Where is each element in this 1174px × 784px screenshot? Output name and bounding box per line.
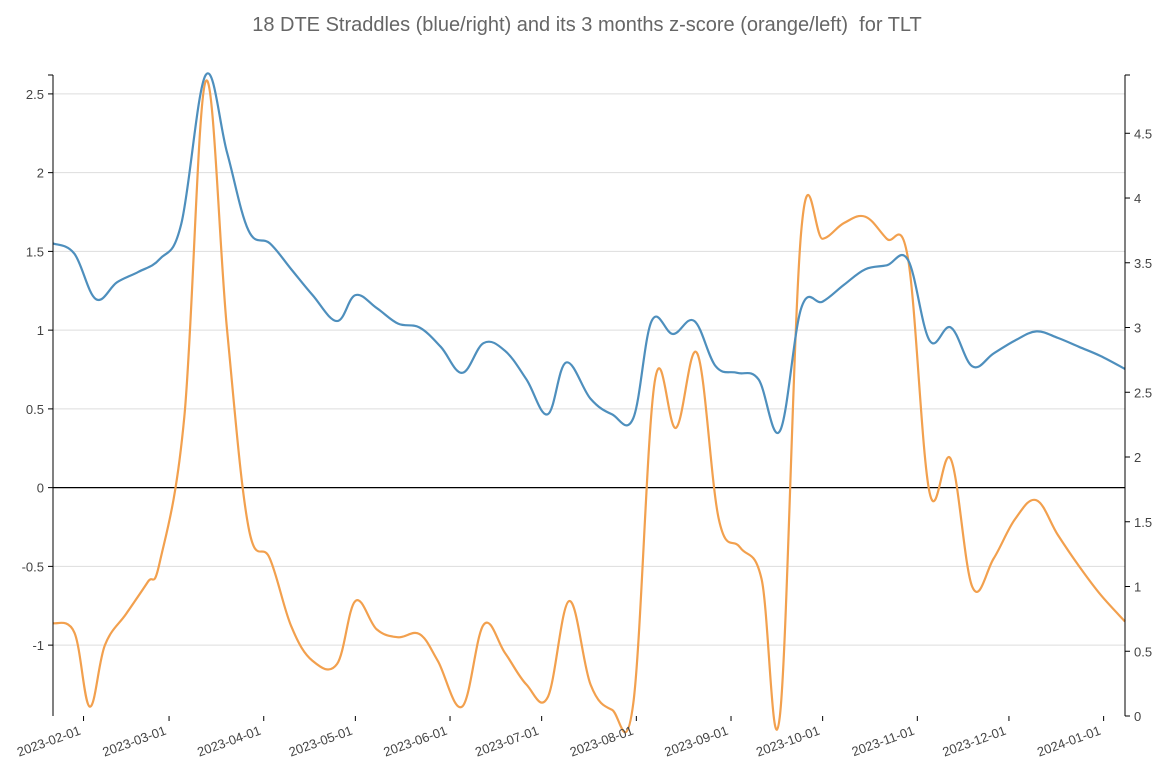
left-tick-label-6: -0.5 — [22, 559, 44, 574]
axes-group — [48, 74, 1130, 721]
x-tick-label-11: 2024-01-01 — [1035, 723, 1103, 760]
left-tick-label-1: 2 — [37, 166, 44, 181]
x-tick-label-8: 2023-10-01 — [754, 723, 822, 760]
right-tick-label-9: 0 — [1134, 709, 1141, 724]
left-tick-label-5: 0 — [37, 481, 44, 496]
x-tick-label-3: 2023-05-01 — [287, 723, 355, 760]
x-tick-label-5: 2023-07-01 — [473, 723, 541, 760]
right-tick-label-0: 4.5 — [1134, 126, 1152, 141]
x-tick-label-4: 2023-06-01 — [381, 723, 449, 760]
grid-lines — [53, 93, 1125, 646]
right-tick-label-1: 4 — [1134, 191, 1141, 206]
x-tick-label-1: 2023-03-01 — [100, 723, 168, 760]
x-tick-label-9: 2023-11-01 — [850, 723, 917, 760]
x-tick-label-6: 2023-08-01 — [568, 723, 636, 760]
right-tick-label-4: 2.5 — [1134, 385, 1152, 400]
x-tick-label-0: 2023-02-01 — [15, 723, 83, 760]
left-tick-label-4: 0.5 — [26, 402, 44, 417]
right-tick-label-7: 1 — [1134, 580, 1141, 595]
zscore-series-line — [52, 79, 1126, 734]
series-group — [52, 72, 1126, 734]
left-tick-label-3: 1 — [37, 323, 44, 338]
left-tick-label-0: 2.5 — [26, 87, 44, 102]
x-tick-label-2: 2023-04-01 — [195, 723, 263, 760]
right-tick-label-2: 3.5 — [1134, 256, 1152, 271]
straddle-series-line — [52, 72, 1126, 435]
right-tick-label-6: 1.5 — [1134, 515, 1152, 530]
x-tick-label-10: 2023-12-01 — [940, 723, 1008, 760]
chart-title: 18 DTE Straddles (blue/right) and its 3 … — [252, 14, 922, 36]
right-tick-label-5: 2 — [1134, 450, 1141, 465]
right-tick-label-8: 0.5 — [1134, 644, 1152, 659]
left-tick-label-2: 1.5 — [26, 244, 44, 259]
left-tick-label-7: -1 — [32, 638, 44, 653]
x-tick-label-7: 2023-09-01 — [662, 723, 730, 760]
right-tick-label-3: 3 — [1134, 321, 1141, 336]
